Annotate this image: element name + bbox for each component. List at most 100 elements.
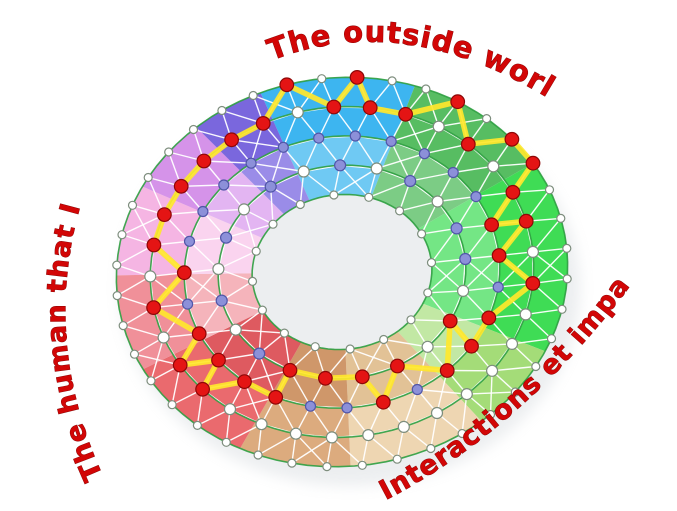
red-node: [460, 136, 476, 152]
node: [217, 105, 227, 116]
mesh-edge: [532, 217, 562, 253]
node: [487, 160, 500, 173]
node: [431, 195, 444, 208]
node: [112, 260, 122, 270]
mesh-edge: [461, 394, 468, 434]
red-node: [450, 94, 466, 110]
red-node: [282, 362, 298, 378]
node: [430, 406, 444, 420]
node: [505, 337, 519, 350]
node: [183, 235, 196, 247]
mesh-edge: [492, 365, 536, 372]
red-node: [211, 352, 226, 368]
node: [268, 219, 278, 229]
mesh-edge: [453, 165, 494, 174]
node: [379, 334, 389, 345]
journey: [150, 74, 536, 405]
node: [329, 190, 339, 200]
red-node: [195, 381, 211, 397]
mesh-edge: [331, 436, 363, 466]
node: [519, 308, 532, 321]
node: [417, 229, 427, 239]
red-node: [398, 106, 414, 122]
node: [255, 418, 268, 431]
mesh-edge: [403, 389, 418, 428]
mesh-edge: [368, 180, 411, 198]
node: [257, 305, 267, 315]
red-node: [255, 115, 271, 131]
node: [546, 334, 557, 344]
red-node: [237, 374, 252, 390]
red-node: [504, 131, 520, 147]
mesh-edge: [489, 370, 493, 415]
green-ring-3: [217, 164, 467, 380]
mesh-edge: [189, 240, 219, 270]
red-node: [525, 155, 541, 171]
mesh-edge: [431, 262, 464, 292]
mesh-edge: [282, 112, 299, 148]
node: [426, 258, 437, 268]
node: [167, 400, 177, 410]
mesh-edge: [456, 196, 477, 229]
mesh-edge: [116, 275, 151, 297]
node: [310, 342, 320, 352]
node: [370, 162, 383, 175]
mesh-edge: [525, 308, 563, 316]
mesh-edge: [225, 223, 274, 239]
node: [304, 400, 317, 412]
node: [117, 230, 127, 240]
mesh-edge: [303, 137, 320, 172]
node: [557, 304, 567, 314]
mesh-edge: [270, 147, 284, 187]
mesh-edge: [437, 195, 477, 203]
node: [245, 157, 257, 169]
node: [287, 458, 297, 468]
mesh-edge: [430, 227, 458, 264]
node: [220, 231, 233, 244]
yellow-journey-path: [150, 74, 536, 405]
red-node: [279, 77, 295, 93]
mesh-edge: [257, 433, 297, 456]
node: [423, 288, 433, 298]
node: [357, 460, 367, 470]
mesh-edge: [367, 434, 398, 460]
red-node: [518, 213, 534, 229]
nodes: [112, 69, 572, 472]
red-node: [442, 313, 458, 329]
node: [221, 437, 231, 447]
node: [313, 132, 325, 144]
mesh-edge: [303, 170, 335, 196]
node: [457, 284, 470, 297]
sector-purple-outer: [196, 92, 285, 171]
node: [118, 321, 128, 331]
node: [157, 331, 170, 344]
node: [392, 454, 402, 464]
node: [248, 90, 258, 101]
node: [406, 315, 416, 325]
mesh-edge: [399, 200, 438, 212]
red-node: [349, 69, 365, 85]
node: [112, 291, 122, 301]
node: [531, 361, 541, 372]
node: [364, 192, 374, 202]
mesh-edge: [221, 299, 263, 311]
node: [450, 222, 463, 235]
node: [164, 147, 174, 157]
node: [215, 294, 228, 307]
red-node: [354, 369, 370, 385]
node: [460, 388, 473, 401]
mesh-edge: [464, 258, 499, 288]
green-ring-2: [183, 135, 501, 409]
red-node: [326, 99, 342, 115]
node: [421, 84, 431, 94]
node: [482, 113, 492, 124]
node: [325, 431, 338, 444]
sector-rose-outer: [116, 274, 203, 370]
node: [349, 130, 361, 142]
red-node: [268, 389, 284, 405]
node: [411, 383, 423, 396]
node: [182, 298, 194, 310]
node: [146, 376, 156, 386]
node: [291, 106, 304, 119]
